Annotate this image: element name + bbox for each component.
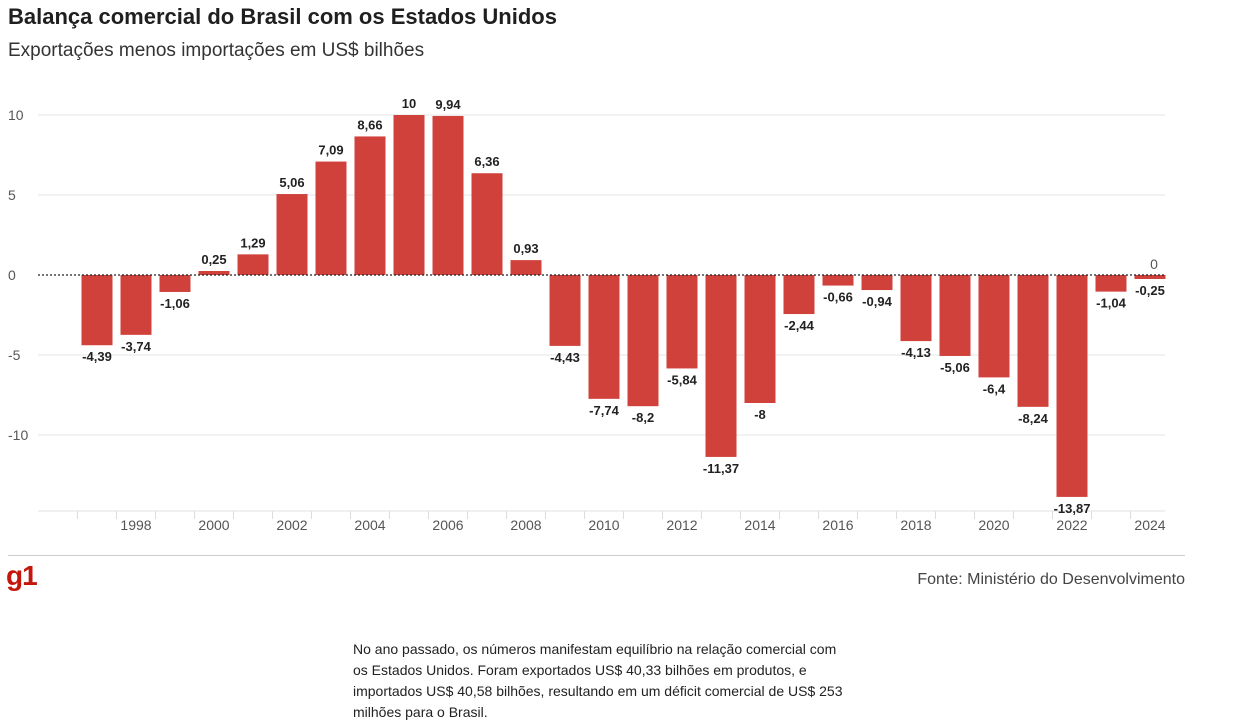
bar: [861, 275, 893, 291]
bar-chart: 10 5 0 -5 -10 -4,39 -3,74 -1,06 0,25 1,29 5,06 7,09…: [8, 96, 1166, 533]
y-tick-label: 0: [8, 267, 16, 283]
data-label: -8,24: [1018, 411, 1048, 426]
bar: [978, 275, 1010, 378]
bar: [120, 275, 152, 335]
x-tick-label: 2000: [198, 517, 229, 533]
x-tick-label: 2010: [588, 517, 619, 533]
data-label: 0,25: [201, 252, 226, 267]
data-label: -6,4: [983, 381, 1006, 396]
bar: [471, 173, 503, 275]
bar: [237, 254, 269, 275]
data-label: -0,94: [862, 294, 892, 309]
x-tick-label: 2006: [432, 517, 463, 533]
bar: [276, 194, 308, 275]
x-tick-label: 2002: [276, 517, 307, 533]
bar: [705, 275, 737, 457]
data-label: -0,66: [823, 290, 853, 305]
bar: [900, 275, 932, 342]
data-label: -5,84: [667, 372, 697, 387]
data-label: -13,87: [1054, 501, 1091, 516]
data-label: -3,74: [121, 339, 151, 354]
data-label: 5,06: [279, 175, 304, 190]
bar: [159, 275, 191, 292]
data-label: -1,04: [1096, 296, 1126, 311]
y-tick-label: 10: [8, 107, 24, 123]
bar: [510, 260, 542, 275]
data-label: 9,94: [435, 97, 461, 112]
data-label: 10: [402, 96, 416, 111]
chart-title: Balança comercial do Brasil com os Estad…: [8, 4, 557, 29]
data-label: -5,06: [940, 360, 970, 375]
bar: [549, 275, 581, 346]
bar: [939, 275, 971, 356]
bar: [1056, 275, 1088, 497]
y-tick-label: -10: [8, 427, 28, 443]
x-tick-label: 1998: [120, 517, 151, 533]
bar: [666, 275, 698, 369]
data-label: 1,29: [240, 235, 265, 250]
x-tick-label: 2004: [354, 517, 385, 533]
x-tick-label: 2014: [744, 517, 775, 533]
data-label: 6,36: [474, 154, 499, 169]
data-label: -7,74: [589, 403, 619, 418]
data-label: 8,66: [357, 117, 382, 132]
bar: [588, 275, 620, 399]
chart-subtitle: Exportações menos importações em US$ bil…: [8, 40, 425, 61]
data-label: -4,39: [82, 349, 112, 364]
data-label: -1,06: [160, 296, 190, 311]
bar: [432, 115, 464, 276]
data-label: 0,93: [513, 241, 538, 256]
bar: [198, 271, 230, 275]
x-tick-label: 2020: [978, 517, 1009, 533]
bar: [393, 115, 425, 275]
x-tick-label: 2008: [510, 517, 541, 533]
x-tick-label: 2024: [1134, 517, 1165, 533]
bar: [315, 161, 347, 275]
bar: [1017, 275, 1049, 407]
y-tick-label: -5: [8, 347, 21, 363]
y-tick-label: 5: [8, 187, 16, 203]
bar: [744, 275, 776, 403]
data-label: 7,09: [318, 143, 343, 158]
data-label: -4,13: [901, 345, 931, 360]
data-label: -8,2: [632, 410, 654, 425]
data-label: -2,44: [784, 318, 814, 333]
x-tick-label: 2012: [666, 517, 697, 533]
x-tick-label: 2018: [900, 517, 931, 533]
bar: [354, 136, 386, 275]
bar: [1095, 275, 1127, 292]
data-label: -0,25: [1135, 283, 1165, 298]
bar: [822, 275, 854, 286]
data-label: 0: [1150, 256, 1158, 272]
x-tick-label: 2016: [822, 517, 853, 533]
data-label: -11,37: [703, 461, 739, 476]
data-label: -8: [754, 407, 766, 422]
footer-divider: [8, 555, 1185, 556]
bar: [81, 275, 113, 346]
footnote-text: No ano passado, os números manifestam eq…: [353, 641, 843, 720]
g1-logo: g1: [6, 560, 38, 591]
x-tick-label: 2022: [1056, 517, 1087, 533]
data-label: -4,43: [550, 350, 580, 365]
source-text: Fonte: Ministério do Desenvolvimento: [917, 571, 1185, 588]
bar: [627, 275, 659, 407]
bar: [1134, 275, 1166, 279]
bar: [783, 275, 815, 315]
